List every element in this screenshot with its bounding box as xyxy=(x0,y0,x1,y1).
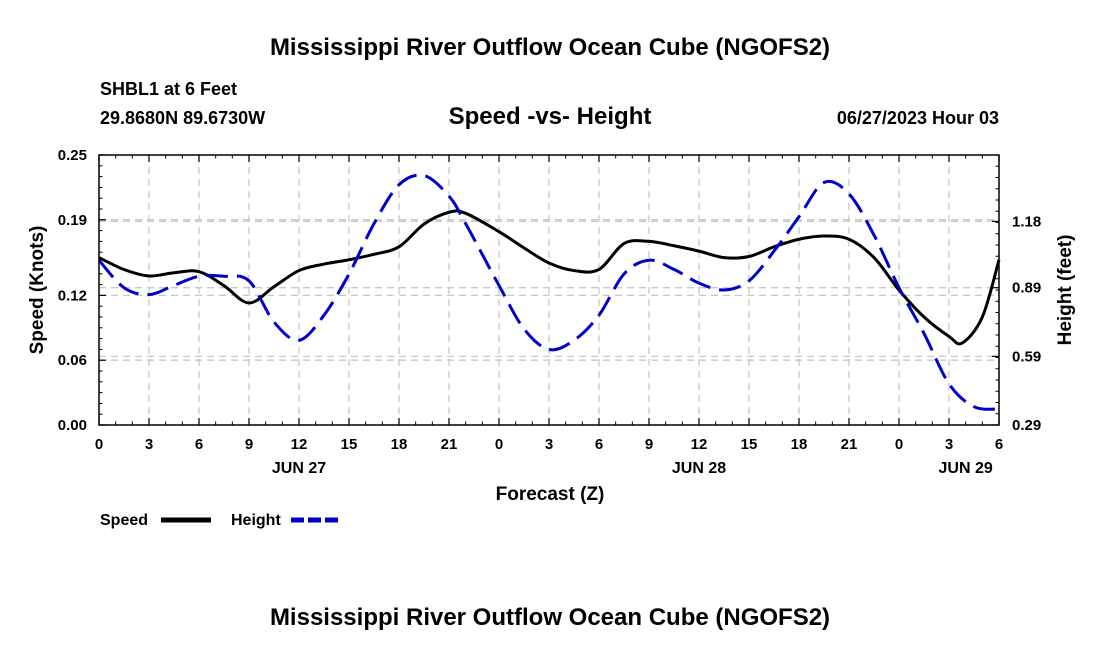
x-tick-label: 9 xyxy=(645,436,653,453)
coords-label: 29.8680N 89.6730W xyxy=(100,108,265,128)
x-tick-label: 6 xyxy=(995,436,1003,453)
x-tick-label: 18 xyxy=(391,436,408,453)
series-line-speed xyxy=(98,209,1001,346)
y2-tick-label: 0.29 xyxy=(1012,417,1041,434)
x-tick-label: 15 xyxy=(341,436,358,453)
x-tick-label: 21 xyxy=(441,436,458,453)
x-tick-label: 12 xyxy=(291,436,308,453)
legend: Speed Height xyxy=(100,512,342,529)
x-tick-label: 18 xyxy=(791,436,808,453)
y-tick-label: 0.00 xyxy=(58,417,87,434)
station-label: SHBL1 at 6 Feet xyxy=(100,79,237,99)
legend-label-height: Height xyxy=(231,512,281,529)
y2-axis-title: Height (feet) xyxy=(1055,235,1076,346)
x-tick-label: 3 xyxy=(945,436,953,453)
day-label: JUN 29 xyxy=(939,460,993,477)
x-tick-label: 3 xyxy=(545,436,553,453)
y2-tick-label: 0.59 xyxy=(1012,348,1041,365)
page-title-bottom: Mississippi River Outflow Ocean Cube (NG… xyxy=(270,604,830,631)
plot-frame xyxy=(98,154,1000,426)
y-axis-title: Speed (Knots) xyxy=(27,226,48,355)
y-tick-label: 0.12 xyxy=(58,287,87,304)
x-tick-label: 15 xyxy=(741,436,758,453)
x-tick-label: 0 xyxy=(495,436,503,453)
chart-title: Speed -vs- Height xyxy=(449,103,652,130)
x-tick-label: 0 xyxy=(895,436,903,453)
x-axis-title: Forecast (Z) xyxy=(496,484,605,505)
x-tick-label: 6 xyxy=(595,436,603,453)
x-tick-label: 12 xyxy=(691,436,708,453)
day-label: JUN 27 xyxy=(272,460,326,477)
page-title-top: Mississippi River Outflow Ocean Cube (NG… xyxy=(270,34,830,61)
y-tick-label: 0.25 xyxy=(58,147,87,164)
series-line-height xyxy=(97,173,1000,411)
x-tick-label: 0 xyxy=(95,436,103,453)
y-tick-label: 0.19 xyxy=(58,212,87,229)
y2-tick-label: 0.89 xyxy=(1012,280,1041,297)
x-tick-label: 6 xyxy=(195,436,203,453)
x-tick-label: 3 xyxy=(145,436,153,453)
y2-tick-label: 1.18 xyxy=(1012,213,1041,230)
day-label: JUN 28 xyxy=(672,460,726,477)
legend-label-speed: Speed xyxy=(100,512,148,529)
x-tick-label: 9 xyxy=(245,436,253,453)
y-tick-label: 0.06 xyxy=(58,352,87,369)
datetime-label: 06/27/2023 Hour 03 xyxy=(837,108,999,128)
x-tick-label: 21 xyxy=(841,436,858,453)
